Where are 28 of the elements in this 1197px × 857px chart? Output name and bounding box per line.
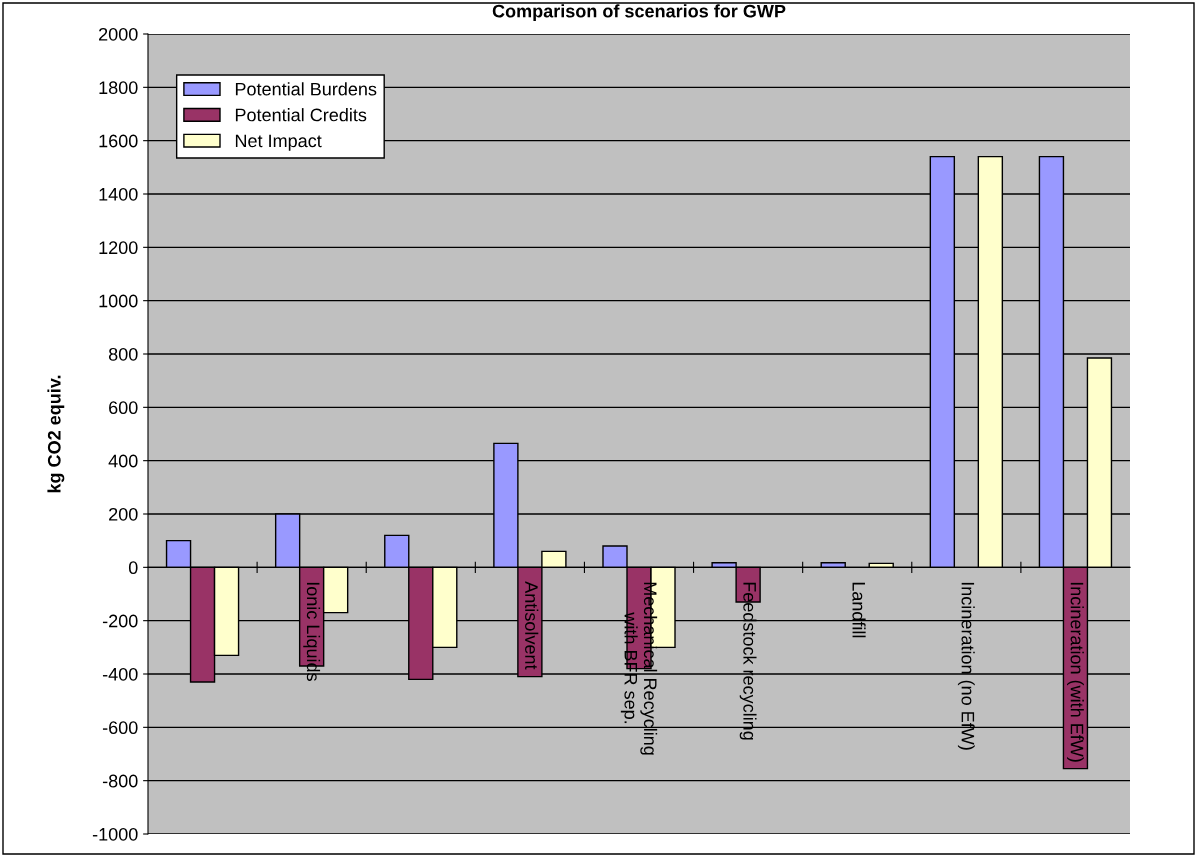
x-tick-label: Mechanical Recycling with BFR sep. xyxy=(620,582,658,755)
y-tick-label: 200 xyxy=(109,507,138,521)
y-tick-label: 1600 xyxy=(99,134,138,148)
chart-title: Comparison of scenarios for GWP xyxy=(492,4,786,22)
y-tick-label: 800 xyxy=(108,347,138,361)
y-tick-label: -1000 xyxy=(92,827,138,841)
y-tick-label: 400 xyxy=(108,454,138,468)
y-tick-label: -400 xyxy=(102,667,138,681)
x-tick-label: Incineration (with EfW) xyxy=(1067,582,1084,762)
legend-label: Potential Credits xyxy=(235,108,367,122)
y-tick-label: -600 xyxy=(102,721,138,735)
y-tick-label: 2000 xyxy=(99,27,138,41)
y-tick-label: 1400 xyxy=(99,187,138,201)
x-tick-label: Feedstock recycling xyxy=(739,582,757,740)
y-axis-title: kg CO2 equiv. xyxy=(47,375,65,493)
y-tick-label: 1200 xyxy=(99,241,138,255)
y-tick-label: -200 xyxy=(102,614,138,628)
x-tick-label: Landfill xyxy=(852,582,866,638)
y-tick-label: 1000 xyxy=(99,294,138,308)
x-tick-label: Antisolvent xyxy=(525,581,539,670)
y-tick-label: 1800 xyxy=(99,81,138,95)
legend-label: Potential Burdens xyxy=(235,82,377,96)
y-tick-label: -800 xyxy=(102,774,138,788)
y-tick-label: 0 xyxy=(128,561,138,575)
legend-label: Net Impact xyxy=(235,134,322,151)
x-tick-label: Ionic Liquids xyxy=(303,582,321,681)
x-tick-label: Incineration (no EfW) xyxy=(957,582,975,750)
y-tick-label: 600 xyxy=(109,401,138,415)
